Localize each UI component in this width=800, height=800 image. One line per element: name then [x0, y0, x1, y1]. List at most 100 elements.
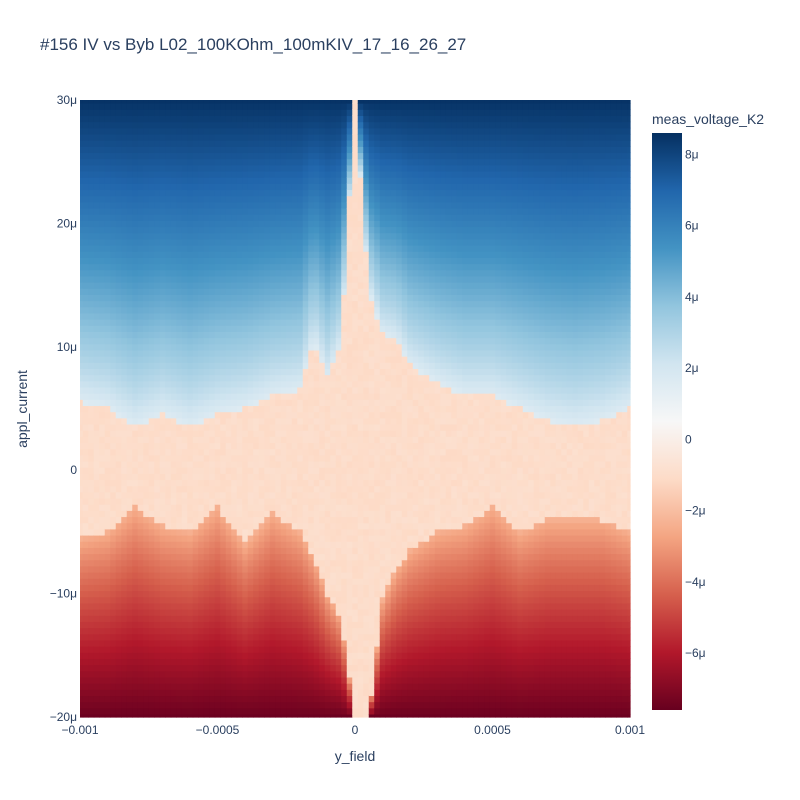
heatmap-cell [280, 683, 287, 690]
heatmap-cell [187, 664, 194, 672]
heatmap-cell [247, 460, 254, 468]
heatmap-cell [341, 393, 348, 400]
heatmap-cell [341, 245, 348, 252]
heatmap-cell [297, 337, 304, 345]
heatmap-cell [231, 263, 238, 271]
heatmap-cell [121, 121, 128, 129]
heatmap-cell [236, 646, 243, 653]
heatmap-cell [275, 417, 282, 425]
heatmap-cell [176, 553, 183, 561]
heatmap-cell [220, 658, 227, 666]
heatmap-cell [220, 701, 227, 709]
heatmap-cell [236, 510, 243, 518]
heatmap-cell [258, 158, 265, 166]
heatmap-cell [181, 479, 188, 487]
heatmap-cell [104, 485, 111, 493]
heatmap-cell [253, 214, 260, 221]
heatmap-cell [187, 343, 194, 351]
heatmap-cell [236, 245, 243, 252]
heatmap-cell [132, 670, 139, 678]
heatmap-cell [346, 479, 353, 487]
heatmap-cell [214, 713, 221, 718]
heatmap-cell [99, 288, 106, 295]
heatmap-cell [225, 646, 232, 653]
heatmap-cell [187, 214, 194, 221]
heatmap-cell [242, 380, 249, 388]
heatmap-cell [132, 331, 139, 339]
heatmap-cell [104, 689, 111, 697]
heatmap-cell [137, 263, 144, 271]
heatmap-cell [110, 158, 117, 166]
heatmap-cell [203, 448, 210, 456]
heatmap-cell [319, 362, 326, 369]
heatmap-cell [220, 294, 227, 302]
heatmap-cell [165, 516, 172, 524]
heatmap-cell [280, 695, 287, 703]
heatmap-cell [297, 269, 304, 277]
heatmap-cell [154, 689, 161, 697]
heatmap-cell [80, 430, 84, 437]
heatmap-cell [313, 312, 320, 320]
heatmap-cell [132, 572, 139, 579]
heatmap-cell [308, 201, 315, 209]
heatmap-cell [82, 460, 89, 468]
heatmap-cell [137, 100, 144, 104]
heatmap-cell [302, 689, 309, 697]
heatmap-cell [258, 436, 265, 444]
heatmap-cell [143, 565, 150, 573]
heatmap-cell [121, 349, 128, 357]
heatmap-cell [198, 300, 205, 308]
heatmap-cell [148, 374, 155, 382]
heatmap-cell [253, 195, 260, 203]
heatmap-cell [269, 448, 276, 456]
heatmap-cell [258, 683, 265, 690]
heatmap-cell [99, 559, 106, 567]
heatmap-cell [319, 399, 326, 407]
heatmap-cell [308, 306, 315, 314]
heatmap-cell [286, 380, 293, 388]
heatmap-cell [209, 325, 216, 332]
heatmap-cell [187, 670, 194, 678]
heatmap-cell [291, 658, 298, 666]
heatmap-cell [286, 516, 293, 524]
heatmap-cell [99, 646, 106, 653]
heatmap-cell [291, 201, 298, 209]
heatmap-cell [297, 596, 304, 604]
heatmap-cell [170, 170, 177, 178]
heatmap-cell [143, 479, 150, 487]
heatmap-cell [231, 633, 238, 641]
heatmap-cell [176, 460, 183, 468]
heatmap-cell [330, 164, 337, 172]
heatmap-cell [82, 319, 89, 326]
heatmap-cell [209, 602, 216, 610]
heatmap-cell [181, 430, 188, 437]
heatmap-cell [209, 713, 216, 718]
heatmap-cell [203, 232, 210, 240]
heatmap-cell [137, 479, 144, 487]
heatmap-cell [88, 596, 95, 604]
heatmap-cell [192, 436, 199, 444]
heatmap-cell [121, 251, 128, 258]
heatmap-cell [253, 627, 260, 635]
heatmap-cell [308, 288, 315, 295]
heatmap-cell [104, 423, 111, 431]
heatmap-cell [187, 140, 194, 147]
heatmap-cell [110, 479, 117, 487]
heatmap-cell [132, 183, 139, 191]
heatmap-cell [143, 572, 150, 579]
heatmap-cell [93, 689, 100, 697]
heatmap-cell [154, 183, 161, 191]
heatmap-cell [313, 584, 320, 592]
heatmap-cell [176, 664, 183, 672]
heatmap-cell [242, 541, 249, 548]
heatmap-cell [165, 325, 172, 332]
heatmap-cell [148, 288, 155, 295]
heatmap-cell [104, 214, 111, 221]
heatmap-cell [209, 430, 216, 437]
heatmap-cell [302, 707, 309, 715]
heatmap-cell [88, 319, 95, 326]
heatmap-cell [187, 572, 194, 579]
heatmap-cell [286, 245, 293, 252]
heatmap-cell [225, 133, 232, 141]
heatmap-cell [236, 226, 243, 234]
